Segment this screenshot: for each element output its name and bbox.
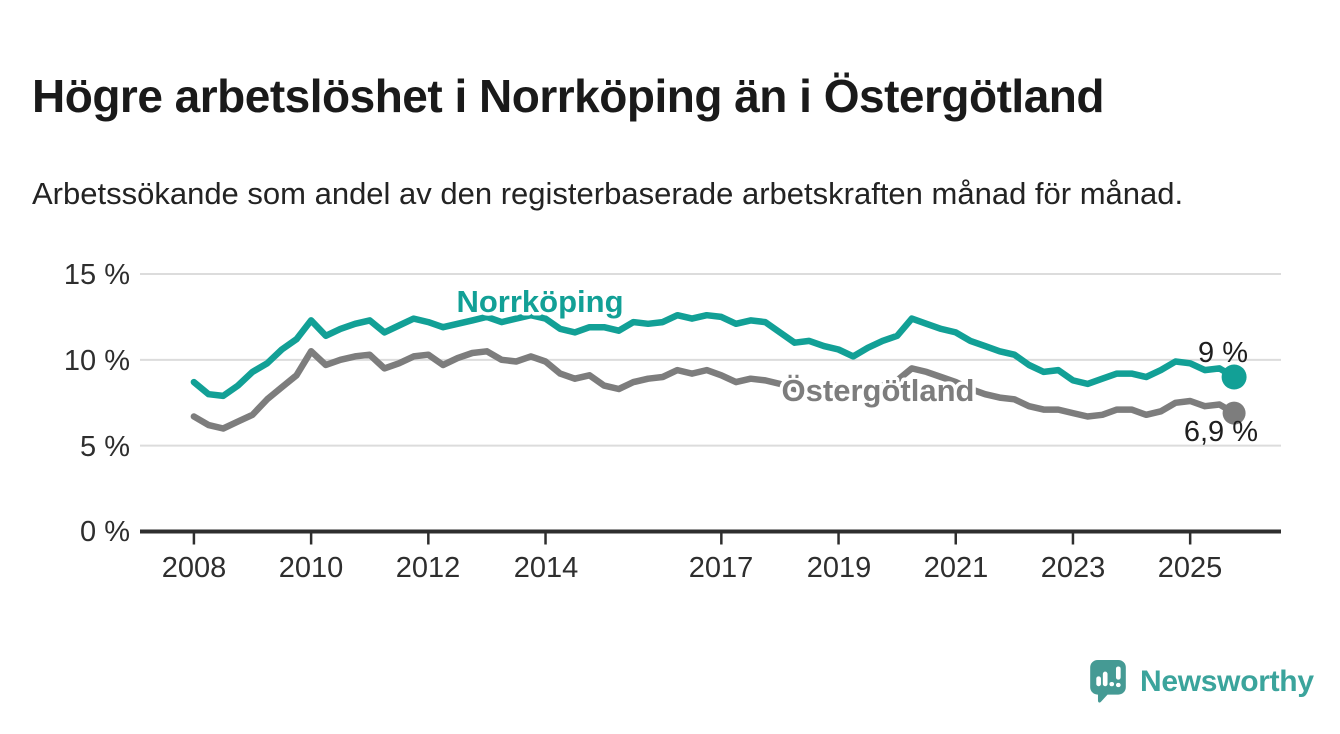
x-tick-label: 2017 xyxy=(689,552,754,584)
newsworthy-logo[interactable]: Newsworthy xyxy=(1089,659,1314,704)
y-tick-label: 0 % xyxy=(80,516,130,548)
x-tick-label: 2021 xyxy=(924,552,989,584)
y-tick-label: 5 % xyxy=(80,431,130,463)
newsworthy-logo-icon xyxy=(1090,659,1126,703)
x-tick-label: 2025 xyxy=(1158,552,1223,584)
series-line-ostergotland xyxy=(190,348,1238,432)
end-value-label-ostergotland: 6,9 % xyxy=(1184,416,1258,448)
newsworthy-logo-text: Newsworthy xyxy=(1140,664,1314,698)
chart-subtitle: Arbetssökande som andel av den registerb… xyxy=(32,176,1184,211)
x-axis-labels: 2008 2010 2012 2014 2017 2019 2021 2023 … xyxy=(162,552,1223,584)
x-tick-label: 2014 xyxy=(514,552,579,584)
bar-chart-glyph xyxy=(1096,666,1121,688)
x-tick-label: 2023 xyxy=(1041,552,1106,584)
y-tick-label: 15 % xyxy=(64,259,130,291)
speech-bubble-shape xyxy=(1090,659,1126,703)
y-axis-labels: 15 % 10 % 5 % 0 % xyxy=(64,259,130,548)
series-line-norrkoping xyxy=(190,311,1238,400)
series-label-norrkoping: Norrköping xyxy=(456,284,623,319)
x-tick-label: 2019 xyxy=(807,552,872,584)
chart-title: Högre arbetslöshet i Norrköping än i Öst… xyxy=(32,69,1104,122)
x-tick-label: 2012 xyxy=(396,552,461,584)
x-axis-ticks xyxy=(192,533,1192,545)
y-tick-label: 10 % xyxy=(64,345,130,377)
end-value-label-norrkoping: 9 % xyxy=(1198,337,1248,369)
series-endpoint-norrkoping xyxy=(1221,364,1247,390)
gridlines xyxy=(140,273,1281,534)
series-endpoint-ostergotland xyxy=(1222,401,1246,425)
x-tick-label: 2008 xyxy=(162,552,227,584)
series-label-ostergotland: Östergötland xyxy=(782,373,975,408)
x-tick-label: 2010 xyxy=(279,552,344,584)
